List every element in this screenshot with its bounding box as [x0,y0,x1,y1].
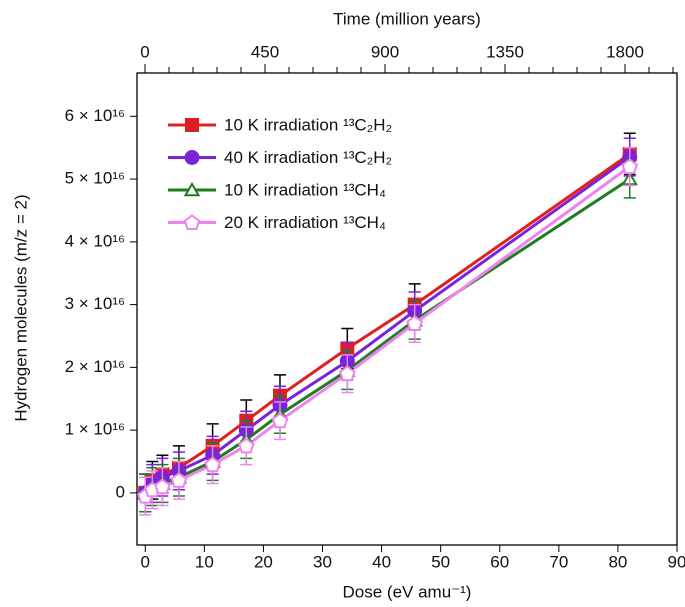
legend-marker [183,181,201,197]
marker [406,315,423,331]
legend-marker [184,150,200,165]
x-axis-title: Dose (eV amu⁻¹) [343,582,472,601]
x2-tick-label: 1800 [606,42,644,61]
x-tick-label: 40 [372,552,391,571]
x-tick-label: 60 [490,552,509,571]
legend-label: 10 K irradiation ¹³CH₄ [224,180,386,199]
x-tick-label: 90 [668,552,685,571]
x2-tick-label: 1350 [486,42,524,61]
y-tick-label: 1 × 10¹⁶ [65,420,125,439]
marker [271,412,289,429]
marker [154,478,171,495]
x-tick-label: 80 [608,552,627,571]
y-tick-label: 5 × 10¹⁶ [65,169,125,188]
x2-tick-label: 900 [371,42,399,61]
legend-marker [185,118,199,132]
x-tick-label: 70 [549,552,568,571]
x-tick-label: 0 [141,552,150,571]
marker [339,365,356,382]
legend-marker [183,214,201,231]
x2-axis-title: Time (million years) [333,9,481,28]
x-tick-label: 10 [195,552,214,571]
x2-tick-label: 0 [140,42,149,61]
x-tick-label: 50 [431,552,450,571]
plot-frame [136,72,678,546]
y-tick-label: 0 [116,482,125,501]
y-tick-label: 6 × 10¹⁶ [65,106,125,125]
legend-label: 40 K irradiation ¹³C₂H₂ [224,148,392,167]
y-tick-label: 3 × 10¹⁶ [65,294,125,313]
y-tick-label: 4 × 10¹⁶ [65,231,125,250]
x-tick-label: 20 [254,552,273,571]
x-tick-label: 30 [313,552,332,571]
marker [204,456,221,473]
marker [170,472,188,488]
legend-label: 10 K irradiation ¹³C₂H₂ [224,115,392,134]
y-axis-title: Hydrogen molecules (m/z = 2) [11,194,30,421]
y-tick-label: 2 × 10¹⁶ [65,357,125,376]
x2-tick-label: 450 [251,42,279,61]
marker [238,437,255,454]
legend-label: 20 K irradiation ¹³CH₄ [224,213,386,232]
marker [621,158,639,175]
